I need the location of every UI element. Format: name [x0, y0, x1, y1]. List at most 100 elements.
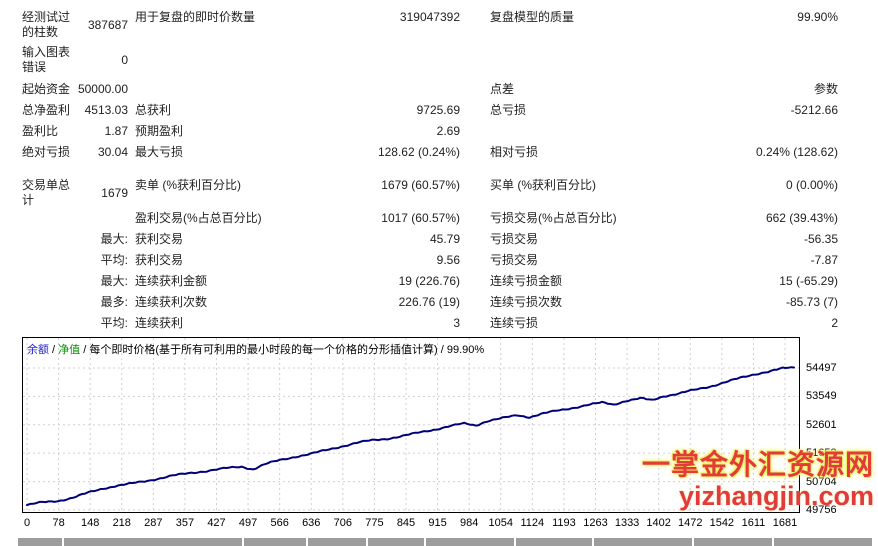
- x-axis-label: 1542: [709, 517, 735, 529]
- x-axis-label: 566: [270, 517, 289, 529]
- report-value: -5212.66: [790, 103, 838, 117]
- x-axis-label: 1472: [678, 517, 703, 529]
- report-row: 最大: 获利交易 45.79 亏损交易 -56.35: [0, 232, 878, 266]
- report-value: 99.90%: [797, 10, 838, 24]
- report-label: 绝对亏损: [22, 145, 71, 159]
- report-value: 0.24% (128.62): [755, 145, 838, 159]
- report-label: 连续获利: [135, 316, 184, 330]
- report-value: 1017 (60.57%): [381, 211, 460, 225]
- report-value: 128.62 (0.24%): [377, 145, 460, 159]
- plot-border: [22, 337, 800, 513]
- legend-quality: 99.90%: [446, 344, 485, 356]
- report-label: 相对亏损: [490, 145, 539, 159]
- x-axis-label: 427: [207, 517, 226, 529]
- x-axis-label: 1263: [583, 517, 608, 529]
- report-value: 4513.03: [84, 103, 128, 117]
- balance-plot-svg: [22, 337, 800, 513]
- x-axis-label: 218: [112, 517, 131, 529]
- table-header-cell[interactable]: [18, 538, 62, 546]
- report-row: 输入图表错误 0: [0, 45, 878, 79]
- report-value: 0 (0.00%): [785, 178, 838, 192]
- x-axis-label: 148: [80, 517, 100, 529]
- report-label: 交易单总计: [22, 178, 71, 207]
- table-header-cell[interactable]: [516, 538, 592, 546]
- report-row: 最大: 连续获利金额 19 (226.76) 连续亏损金额 15 (-65.29): [0, 274, 878, 308]
- x-axis-label: 1054: [488, 517, 513, 529]
- report-value: 平均:: [100, 316, 128, 330]
- x-axis-label: 706: [333, 517, 352, 529]
- report-label: 总获利: [135, 103, 172, 117]
- report-label: 经测试过的柱数: [22, 10, 71, 39]
- report-value: 0: [121, 53, 128, 67]
- report-value: 9.56: [436, 253, 460, 267]
- report-value: 平均:: [100, 253, 128, 267]
- report-value: -85.73 (7): [785, 295, 838, 309]
- report-value: -7.87: [810, 253, 838, 267]
- x-axis-label: 78: [52, 517, 65, 529]
- report-value: 319047392: [399, 10, 460, 24]
- report-row: 绝对亏损 30.04 最大亏损 128.62 (0.24%) 相对亏损 0.24% (12…: [0, 145, 878, 179]
- report-value: -56.35: [803, 232, 838, 246]
- report-row: 总净盈利 4513.03 总获利 9725.69 总亏损 -5212.66: [0, 103, 878, 137]
- table-header-strip: [0, 538, 878, 546]
- report-value: 最大:: [100, 274, 128, 288]
- report-label: 亏损交易(%占总百分比): [490, 211, 617, 225]
- y-axis-label: 52601: [806, 418, 837, 431]
- x-axis-label: 1124: [520, 517, 545, 529]
- report-value: 19 (226.76): [398, 274, 460, 288]
- legend-separator: /: [437, 344, 447, 356]
- report-value: 226.76 (19): [398, 295, 460, 309]
- report-label: 预期盈利: [135, 124, 184, 138]
- x-axis-label: 1333: [614, 517, 640, 529]
- report-label: 连续获利金额: [135, 274, 208, 288]
- legend-separator: /: [80, 344, 90, 356]
- report-label: 总亏损: [490, 103, 527, 117]
- table-header-cell[interactable]: [594, 538, 692, 546]
- legend-description: 每个即时价格(基于所有可利用的最小时段的每一个价格的分形插值计算): [89, 344, 438, 356]
- report-row: 平均: 获利交易 9.56 亏损交易 -7.87: [0, 253, 878, 287]
- balance-line: [26, 366, 795, 507]
- report-row: 最多: 连续获利次数 226.76 (19) 连续亏损次数 -85.73 (7): [0, 295, 878, 329]
- report-label: 用于复盘的即时价数量: [135, 10, 256, 24]
- x-axis-label: 287: [144, 517, 163, 529]
- report-value: 3: [453, 316, 460, 330]
- x-axis-label: 0: [23, 517, 31, 529]
- report-value: 30.04: [97, 145, 128, 159]
- report-label: 最大亏损: [135, 145, 184, 159]
- table-header-cell[interactable]: [64, 538, 242, 546]
- report-label: 买单 (%获利百分比): [490, 178, 596, 192]
- report-label: 连续亏损金额: [490, 274, 563, 288]
- report-value: 387687: [87, 18, 128, 32]
- x-axis-label: 636: [302, 517, 321, 529]
- table-header-cell[interactable]: [308, 538, 366, 546]
- report-value: 9725.69: [416, 103, 460, 117]
- table-header-cell[interactable]: [426, 538, 514, 546]
- table-header-cell[interactable]: [368, 538, 424, 546]
- report-label: 连续获利次数: [135, 295, 208, 309]
- report-row: 平均: 连续获利 3 连续亏损 2: [0, 316, 878, 350]
- x-axis-label: 984: [459, 517, 479, 529]
- y-axis-label: 49756: [806, 504, 837, 516]
- report-value: 50000.00: [77, 82, 128, 96]
- x-axis-label: 1402: [646, 517, 671, 529]
- y-axis-label: 54497: [806, 362, 837, 374]
- report-label: 总净盈利: [22, 103, 71, 117]
- report-label: 复盘模型的质量: [490, 10, 575, 24]
- report-value: 45.79: [429, 232, 460, 246]
- report-value: 最多:: [100, 295, 128, 309]
- chart-legend: 余额 / 净值 / 每个即时价格(基于所有可利用的最小时段的每一个价格的分形插值…: [27, 341, 484, 357]
- report-value: 2.69: [436, 124, 460, 138]
- report-value: 2: [831, 316, 838, 330]
- report-label: 亏损交易: [490, 232, 539, 246]
- table-header-cell[interactable]: [694, 538, 772, 546]
- table-header-cell[interactable]: [244, 538, 306, 546]
- report-value: 1.87: [104, 124, 128, 138]
- report-label: 点差: [490, 82, 515, 96]
- legend-separator: /: [49, 344, 59, 356]
- table-header-cell[interactable]: [774, 538, 872, 546]
- x-axis-label: 357: [175, 517, 195, 529]
- report-label: 连续亏损: [490, 316, 539, 330]
- report-value: 15 (-65.29): [779, 274, 838, 288]
- x-axis-label: 915: [428, 517, 447, 529]
- report-label: 盈利比: [22, 124, 59, 138]
